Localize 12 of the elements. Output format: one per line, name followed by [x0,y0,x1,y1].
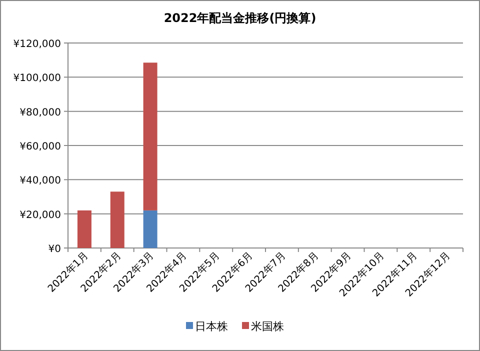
y-tick-label: ¥40,000 [20,176,61,187]
y-tick-label: ¥60,000 [20,142,61,152]
legend-label: 日本株 [195,320,228,333]
y-tick-label: ¥0 [48,244,61,255]
y-tick-label: ¥120,000 [13,39,61,50]
legend-label: 米国株 [251,320,284,333]
y-tick-label: ¥100,000 [13,73,61,84]
y-tick-label: ¥20,000 [20,210,61,221]
y-tick-label: ¥80,000 [20,107,61,118]
chart-title: 2022年配当金推移(円換算) [164,11,316,25]
bar [110,192,124,248]
bar [77,210,92,248]
